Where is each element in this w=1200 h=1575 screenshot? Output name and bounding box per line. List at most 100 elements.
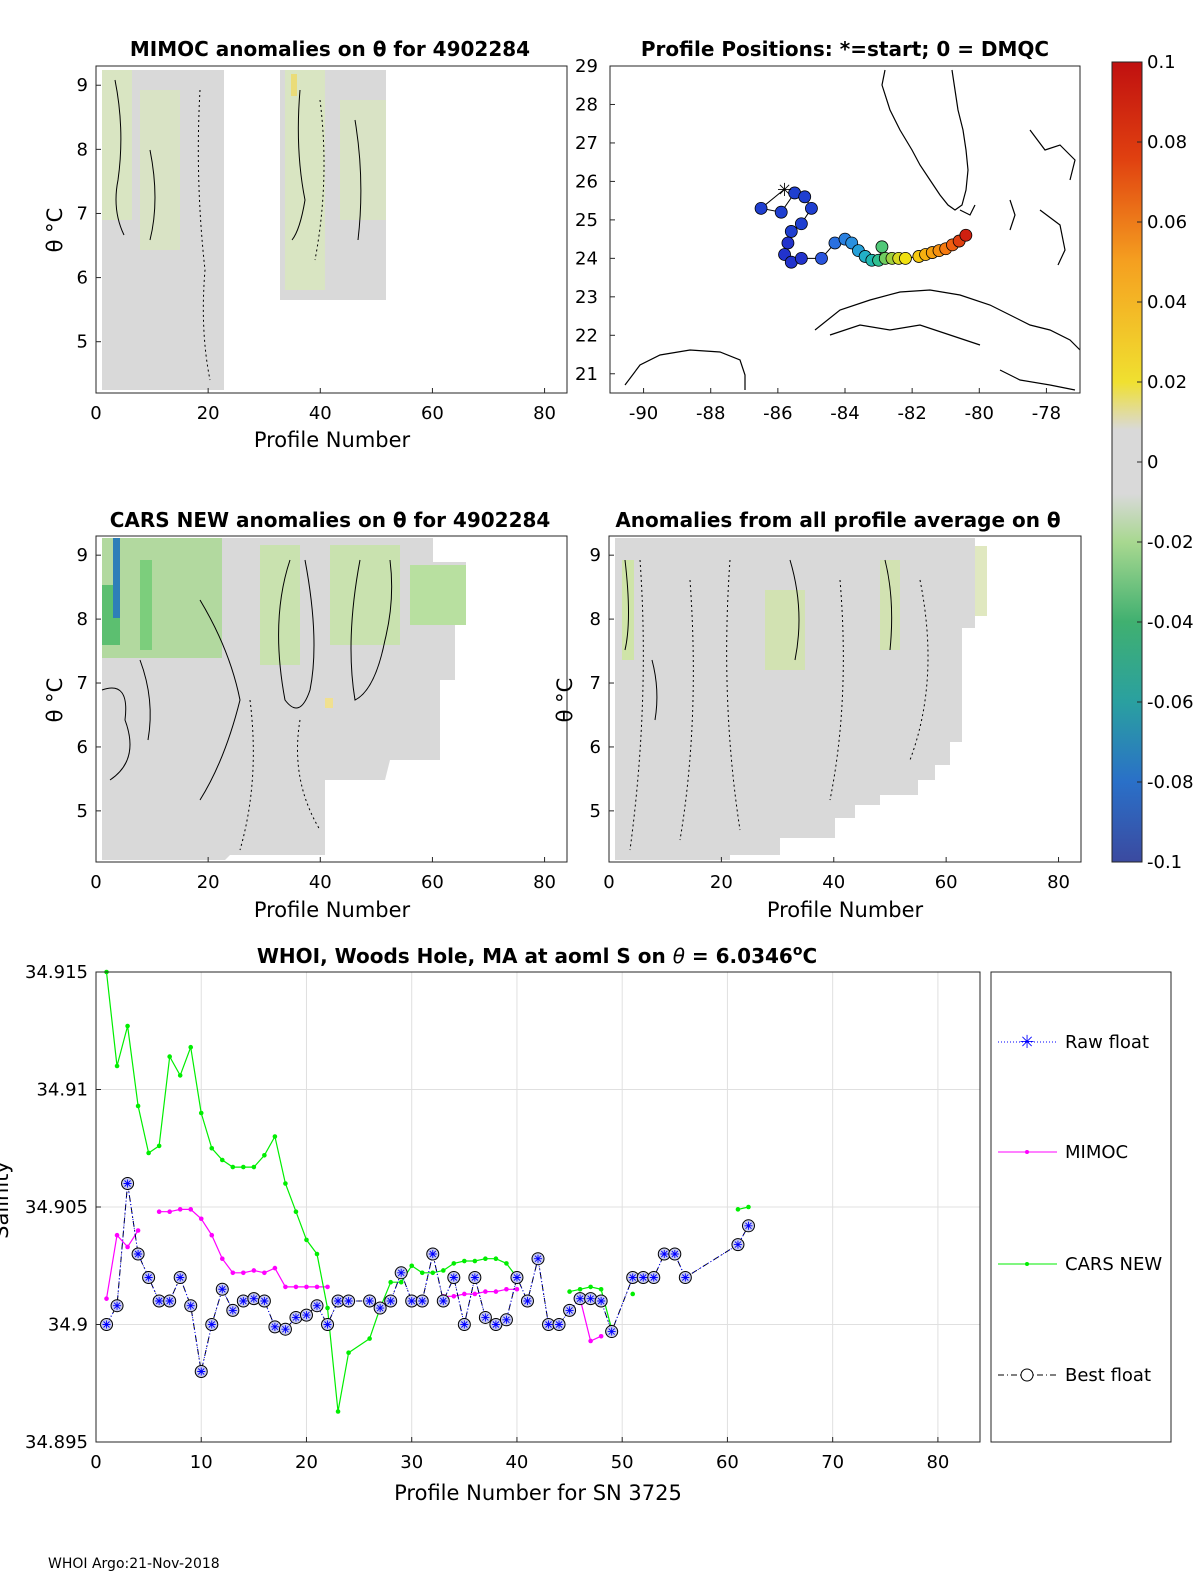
position-point (794, 251, 808, 265)
cars-axes-frame (95, 535, 568, 863)
all-avg-heatmap (615, 538, 987, 860)
raw-float-point (491, 1320, 500, 1329)
mimoc-point (198, 1216, 204, 1222)
positions-ytick-label: 26 (575, 171, 598, 192)
cars-new-point (440, 1268, 446, 1273)
raw-float-point (155, 1297, 164, 1305)
positions-xtick-label: -80 (965, 403, 994, 424)
mimoc-point (588, 1338, 593, 1344)
mimoc-xtick-label: 0 (90, 403, 101, 424)
salinity-xtick-label: 40 (505, 1452, 528, 1473)
positions-ytick-label: 24 (575, 248, 598, 269)
legend-entry-raw-float: ✳ Raw float (998, 1032, 1149, 1053)
raw-float-point (512, 1273, 521, 1282)
hispaniola-coastline (999, 369, 1076, 391)
all-avg-xtick-label: 0 (603, 872, 614, 893)
mimoc-point (472, 1291, 478, 1297)
salinity-xtick-label: 20 (295, 1452, 318, 1473)
mimoc-point (272, 1265, 278, 1271)
raw-float-point (165, 1297, 174, 1305)
cars-ytick-label: 8 (77, 609, 88, 630)
raw-float-point (207, 1320, 216, 1329)
raw-float-point (576, 1294, 585, 1303)
cars-title: CARS NEW anomalies on θ for 4902284 (110, 508, 551, 532)
cars-new-point (251, 1164, 257, 1170)
positions-x-ticks: -90 -88 -86 -84 -82 -80 -78 (629, 388, 1061, 424)
positions-ytick-label: 21 (575, 364, 598, 385)
raw-float-point (649, 1273, 658, 1282)
raw-float-point (376, 1304, 385, 1313)
cars-contour (101, 687, 131, 781)
cars-new-point (577, 1286, 583, 1292)
mimoc-ytick-label: 7 (77, 203, 88, 224)
all-avg-xtick-label: 40 (822, 872, 845, 893)
mimoc-point (493, 1289, 499, 1294)
salinity-xtick-label: 70 (821, 1452, 844, 1473)
mimoc-x-ticks: 0 20 40 60 80 (90, 388, 556, 424)
positions-xtick-label: -88 (696, 403, 725, 424)
positions-panel: Profile Positions: *=start; 0 = DMQC ✳ -… (575, 37, 1081, 424)
mimoc-point (241, 1270, 246, 1276)
raw-float-point (660, 1250, 669, 1258)
positions-xtick-label: -84 (830, 403, 859, 424)
raw-float-point (639, 1273, 648, 1282)
florida-keys (959, 204, 976, 216)
raw-float-point (323, 1320, 332, 1329)
position-point (805, 201, 818, 215)
raw-float-point (313, 1301, 321, 1310)
raw-float-point (291, 1313, 300, 1322)
mimoc-contour (354, 119, 362, 241)
raw-float-point (523, 1297, 532, 1305)
positions-axes-bg (610, 66, 1080, 393)
mimoc-contour (149, 149, 156, 241)
raw-float-point (239, 1297, 248, 1305)
cars-new-point (409, 1263, 415, 1269)
colorbar-tick-label: 0.1 (1147, 52, 1176, 73)
all-avg-xtick-label: 80 (1047, 872, 1070, 893)
position-point (784, 225, 798, 238)
cars-x-ticks: 0 20 40 60 80 (90, 857, 556, 893)
legend-dot-icon (1025, 1262, 1029, 1266)
colorbar-tick-label: -0.1 (1147, 852, 1182, 873)
mimoc-green-patch (140, 90, 180, 250)
cars-new-point (735, 1207, 741, 1212)
legend-dot-icon (1025, 1150, 1029, 1154)
cars-new-point (398, 1279, 404, 1285)
raw-float-point (733, 1240, 742, 1249)
cars-new-point (567, 1289, 572, 1294)
mimoc-point (304, 1284, 309, 1290)
cars-new-point (630, 1291, 636, 1297)
cars-new-point (504, 1261, 509, 1266)
all-avg-contour (651, 659, 658, 721)
raw-float-point (744, 1221, 753, 1230)
raw-float-point (439, 1297, 448, 1305)
cars-green-patch (330, 545, 400, 645)
salinity-series (100, 969, 755, 1414)
all-avg-contour-dotted (629, 559, 929, 851)
position-point (774, 205, 788, 219)
raw-float-point (123, 1179, 132, 1188)
mimoc-ytick-label: 8 (77, 139, 88, 160)
mimoc-point (462, 1291, 467, 1297)
raw-float-point (607, 1327, 616, 1336)
cars-new-point (304, 1237, 309, 1243)
cars-contour (139, 659, 151, 741)
mimoc-title: MIMOC anomalies on θ for 4902284 (130, 37, 530, 61)
cars-new-point (451, 1261, 457, 1266)
legend-star-icon: ✳ (1019, 1032, 1034, 1053)
positions-xtick-label: -78 (1032, 403, 1061, 424)
cars-new-point (430, 1270, 436, 1276)
cars-new-point (146, 1150, 151, 1156)
yucatan-coastline (624, 349, 746, 390)
salinity-xlabel: Profile Number for SN 3725 (394, 1481, 682, 1505)
raw-float-point (565, 1306, 574, 1315)
cars-new-point (198, 1110, 204, 1116)
cars-new-point (188, 1044, 194, 1050)
cars-new-point (588, 1284, 593, 1290)
cars-xlabel: Profile Number (254, 898, 411, 922)
cars-ylabel: θ °C (43, 678, 67, 723)
mimoc-green-patch (285, 70, 325, 290)
cars-green-patch (410, 565, 466, 625)
mimoc-panel: MIMOC anomalies on θ for 4902284 0 20 40 60… (43, 37, 568, 452)
cars-new-point (156, 1143, 162, 1149)
